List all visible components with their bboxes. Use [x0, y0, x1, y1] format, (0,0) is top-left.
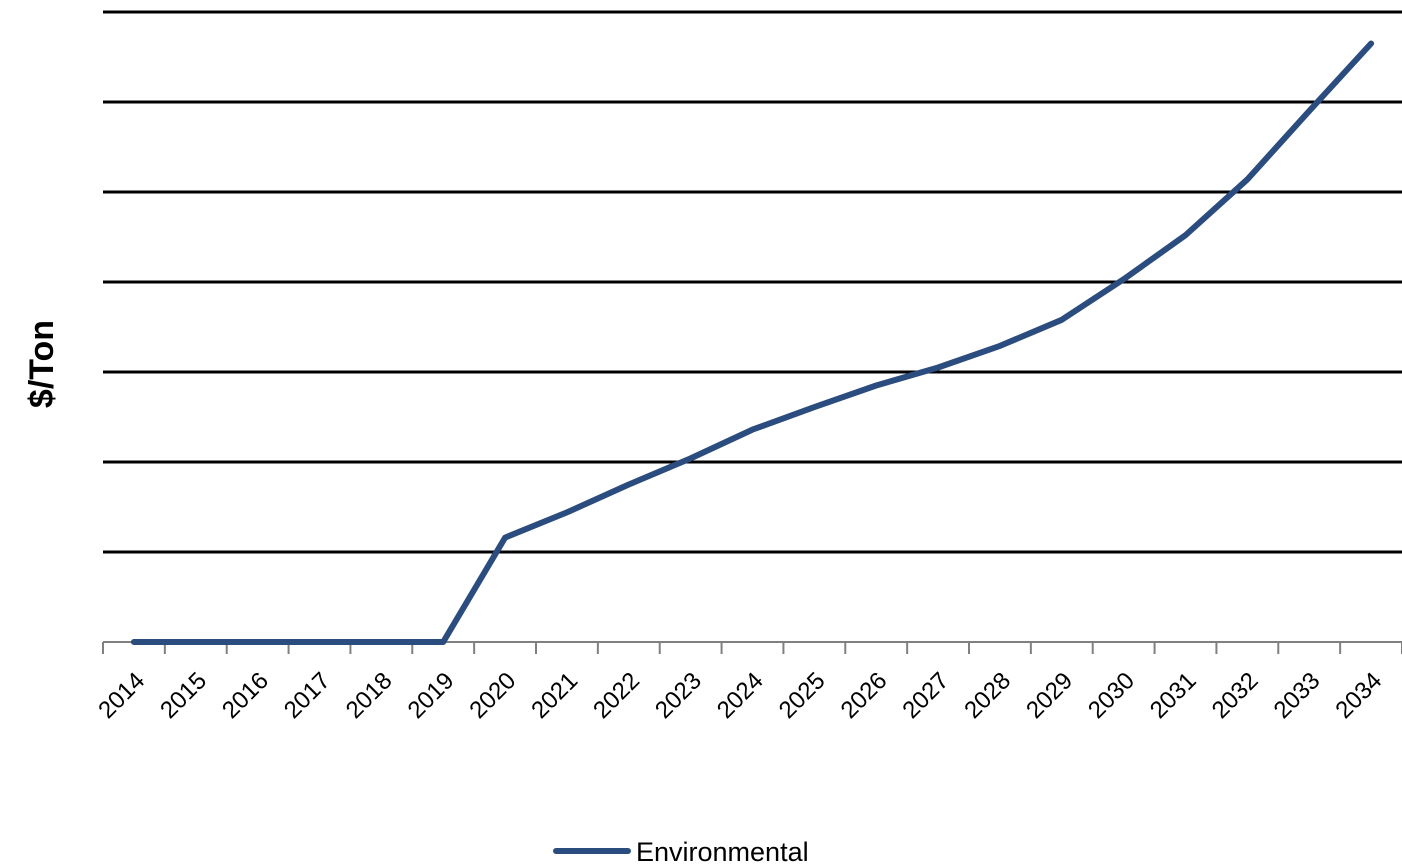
y-axis-label: $/Ton: [23, 320, 61, 408]
x-tick-label: 2015: [155, 667, 212, 724]
x-tick-label: 2020: [464, 667, 521, 724]
x-tick-label: 2025: [774, 667, 831, 724]
x-tick-label: 2017: [279, 667, 336, 724]
x-tick-label: 2022: [588, 667, 645, 724]
x-tick-label: 2029: [1021, 667, 1078, 724]
x-tick-label: 2014: [93, 667, 150, 724]
x-tick-label: 2028: [959, 667, 1016, 724]
gridlines: [103, 10, 1402, 554]
x-tick-label: 2031: [1145, 667, 1202, 724]
x-tick-label: 2024: [712, 667, 769, 724]
x-tick-label: 2018: [341, 667, 398, 724]
legend: Environmental: [553, 837, 809, 865]
x-tick-label: 2026: [836, 667, 893, 724]
series-line-environmental: [130, 40, 1375, 645]
x-tick-label: 2033: [1269, 667, 1326, 724]
x-tick-label: 2032: [1207, 667, 1264, 724]
x-tick-label: 2016: [217, 667, 274, 724]
series-layer: [130, 40, 1375, 645]
x-tick-label: 2023: [650, 667, 707, 724]
legend-label-environmental: Environmental: [636, 837, 809, 865]
x-tick-label: 2030: [1083, 667, 1140, 724]
x-tick-labels: 2014 2015 2016 2017 2018 2019 2020 2021 2022 2023…: [93, 667, 1387, 724]
x-tick-label: 2019: [403, 667, 460, 724]
x-tick-label: 2027: [897, 667, 954, 724]
x-tick-label: 2021: [526, 667, 583, 724]
x-tick-label: 2034: [1330, 667, 1387, 724]
